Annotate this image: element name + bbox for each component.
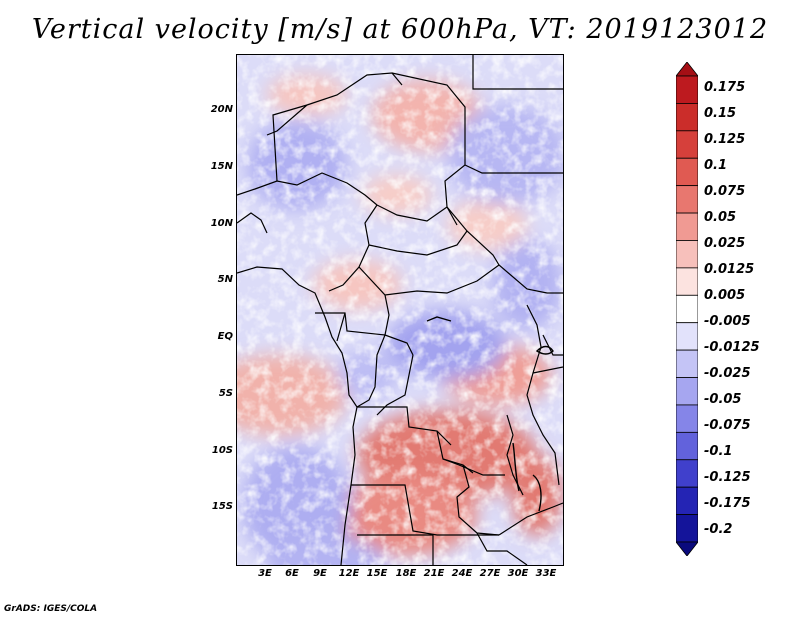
lat-label: 10S: [211, 445, 233, 456]
colorbar-label: -0.0125: [704, 340, 760, 355]
colorbar-label: 0.05: [704, 210, 737, 225]
colorbar-segment: [676, 240, 698, 269]
lon-label: 21E: [423, 568, 445, 579]
lat-label: 5S: [218, 388, 233, 399]
colorbar-segment: [676, 185, 698, 214]
colorbar-label: 0.075: [704, 184, 746, 199]
grads-credit: GrADS: IGES/COLA: [4, 604, 98, 614]
chart-title: Vertical velocity [m/s] at 600hPa, VT: 2…: [31, 14, 769, 45]
colorbar-label: 0.0125: [704, 262, 755, 277]
lon-label: 30E: [507, 568, 529, 579]
colorbar-segment: [676, 130, 698, 159]
colorbar-label: 0.005: [704, 288, 746, 303]
colorbar-segment: [676, 377, 698, 406]
colorbar-label: 0.15: [704, 106, 737, 121]
colorbar-label: -0.05: [704, 392, 742, 407]
vertical-velocity-field: [237, 55, 563, 565]
colorbar-segment: [676, 294, 698, 324]
lat-label: 10N: [210, 218, 233, 229]
colorbar-label: -0.175: [704, 496, 751, 511]
colorbar-label: -0.1: [704, 444, 733, 459]
colorbar-label: -0.005: [704, 314, 751, 329]
colorbar-label: -0.025: [704, 366, 751, 381]
colorbar-label: -0.125: [704, 470, 751, 485]
lon-label: 18E: [395, 568, 417, 579]
colorbar-segment: [676, 431, 698, 461]
colorbar-segment: [676, 267, 698, 296]
colorbar-segment: [676, 103, 698, 132]
lon-label: 24E: [451, 568, 473, 579]
field-texture: [237, 55, 563, 565]
colorbar-segment: [676, 514, 698, 543]
colorbar-label: 0.1: [704, 158, 728, 173]
lat-label: EQ: [217, 331, 233, 342]
colorbar: [676, 62, 698, 556]
colorbar-label: 0.175: [704, 80, 746, 95]
colorbar-segment: [676, 349, 698, 378]
lon-label: 9E: [313, 568, 327, 579]
lat-label: 5N: [217, 274, 233, 285]
lon-label: 12E: [338, 568, 360, 579]
colorbar-segment: [676, 541, 698, 556]
colorbar-label: -0.075: [704, 418, 751, 433]
colorbar-segment: [676, 459, 698, 488]
colorbar-label: -0.2: [704, 522, 733, 537]
lon-label: 27E: [479, 568, 501, 579]
colorbar-label: 0.125: [704, 132, 746, 147]
lakes: [426, 316, 554, 512]
colorbar-segment: [676, 75, 698, 104]
colorbar-segment: [676, 157, 698, 187]
lon-label: 3E: [258, 568, 272, 579]
colorbar-segment: [676, 404, 698, 433]
lat-label: 15N: [210, 161, 233, 172]
country-borders: [237, 55, 563, 565]
colorbar-label: 0.025: [704, 236, 746, 251]
colorbar-segment: [676, 212, 698, 241]
lon-label: 33E: [535, 568, 557, 579]
colorbar-segment: [676, 486, 698, 515]
map-panel: [236, 54, 564, 566]
lon-label: 6E: [285, 568, 299, 579]
lat-label: 20N: [210, 104, 233, 115]
lat-label: 15S: [211, 501, 233, 512]
colorbar-segment: [676, 62, 698, 77]
colorbar-segment: [676, 322, 698, 351]
lon-label: 15E: [366, 568, 388, 579]
